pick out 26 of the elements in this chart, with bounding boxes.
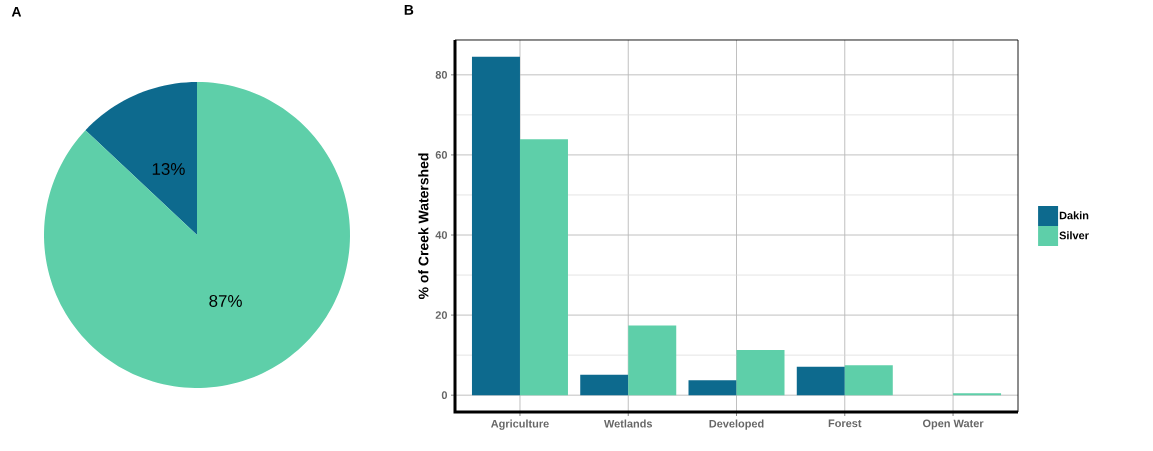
data-label: 87% — [209, 294, 242, 307]
chart-title: B — [404, 5, 414, 15]
bar — [953, 393, 1002, 396]
x-tick-label: Wetlands — [604, 419, 653, 428]
bar — [471, 56, 520, 396]
bar — [844, 365, 893, 396]
x-tick-label: Agriculture — [491, 419, 549, 430]
bar — [628, 325, 677, 396]
bar — [796, 366, 845, 396]
y-tick-label: 60 — [435, 151, 448, 159]
x-tick-label: Forest — [828, 419, 862, 428]
y-tick-label: 20 — [435, 311, 448, 319]
x-tick-label: Open Water — [922, 419, 984, 430]
data-label: 13% — [152, 163, 185, 175]
bar — [519, 139, 568, 396]
y-tick-label: 80 — [435, 70, 448, 79]
legend-label: Silver — [1059, 231, 1089, 240]
y-axis-title: % of Creek Watershed — [418, 153, 429, 300]
bar — [688, 380, 737, 396]
y-tick-label: 0 — [441, 391, 448, 400]
x-tick-label: Developed — [709, 419, 764, 430]
bar — [736, 349, 785, 396]
bar — [580, 374, 629, 396]
chart-title: A — [11, 6, 22, 17]
legend-label: Dakin — [1059, 211, 1089, 220]
y-tick-label: 40 — [435, 231, 448, 239]
